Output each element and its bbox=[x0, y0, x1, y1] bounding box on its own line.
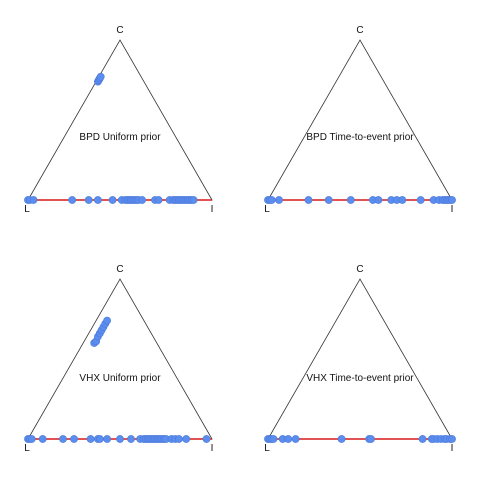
data-point bbox=[103, 435, 111, 443]
data-point bbox=[84, 196, 93, 204]
data-point bbox=[59, 435, 67, 443]
data-point bbox=[416, 196, 425, 204]
panel-vhx-uniform: C L I VHX Uniform prior bbox=[24, 264, 213, 454]
data-point bbox=[346, 196, 355, 204]
data-point bbox=[448, 435, 456, 443]
data-point bbox=[138, 196, 146, 204]
data-point bbox=[182, 435, 191, 443]
data-point bbox=[367, 435, 375, 443]
data-point bbox=[174, 435, 183, 443]
panel-bpd-uniform: C L I BPD Uniform prior bbox=[24, 25, 213, 215]
vertex-label-top: C bbox=[116, 25, 123, 36]
data-point bbox=[108, 196, 117, 204]
points-group bbox=[24, 72, 198, 204]
data-point bbox=[68, 196, 77, 204]
vertex-label-left: L bbox=[24, 204, 30, 215]
panel-title: BPD Time-to-event prior bbox=[306, 132, 414, 143]
data-point bbox=[337, 435, 346, 443]
vertex-label-left: L bbox=[24, 443, 30, 454]
data-point bbox=[304, 196, 313, 204]
data-point bbox=[127, 435, 135, 443]
data-point bbox=[27, 435, 36, 443]
data-point bbox=[324, 196, 333, 204]
vertex-label-left: L bbox=[264, 204, 270, 215]
data-point bbox=[29, 196, 38, 204]
data-point bbox=[86, 435, 95, 443]
vertex-label-right: I bbox=[211, 443, 214, 454]
vertex-label-top: C bbox=[356, 264, 363, 275]
data-point bbox=[418, 435, 427, 443]
vertex-label-left: L bbox=[264, 443, 270, 454]
panel-title: VHX Time-to-event prior bbox=[306, 373, 414, 384]
data-point bbox=[398, 196, 407, 204]
points-group bbox=[264, 435, 456, 443]
data-point bbox=[94, 196, 102, 204]
data-point bbox=[275, 196, 283, 204]
points-group bbox=[264, 196, 456, 204]
data-point bbox=[38, 435, 47, 443]
panel-bpd-time-to-event: C L I BPD Time-to-event prior bbox=[264, 25, 456, 215]
data-point bbox=[374, 196, 383, 204]
vertex-label-right: I bbox=[451, 443, 454, 454]
data-point bbox=[189, 196, 198, 204]
data-point bbox=[448, 196, 456, 204]
panel-title: BPD Uniform prior bbox=[79, 132, 161, 143]
data-point bbox=[70, 435, 78, 443]
data-point bbox=[284, 435, 293, 443]
data-point bbox=[103, 316, 111, 325]
vertex-label-top: C bbox=[356, 25, 363, 36]
panel-title: VHX Uniform prior bbox=[79, 373, 161, 384]
data-point bbox=[116, 435, 124, 443]
data-point bbox=[96, 72, 105, 81]
data-point bbox=[154, 196, 163, 204]
data-point bbox=[269, 435, 278, 443]
data-point bbox=[267, 196, 276, 204]
data-point bbox=[291, 435, 300, 443]
panel-vhx-time-to-event: C L I VHX Time-to-event prior bbox=[264, 264, 456, 454]
vertex-label-right: I bbox=[211, 204, 214, 215]
data-point bbox=[202, 435, 211, 443]
vertex-label-right: I bbox=[451, 204, 454, 215]
data-point bbox=[95, 435, 104, 443]
points-group bbox=[24, 316, 211, 443]
vertex-label-top: C bbox=[116, 264, 123, 275]
